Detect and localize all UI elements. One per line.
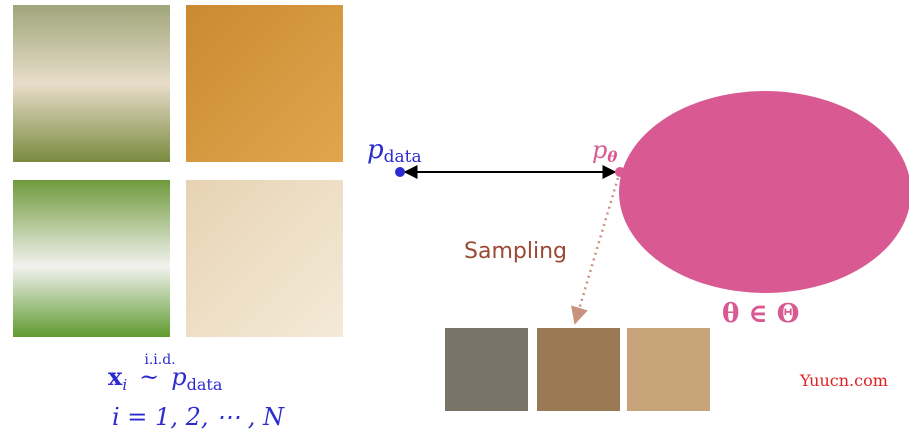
sample-photo	[537, 328, 620, 411]
caption-line2: i = 1, 2, ⋯ , N	[112, 403, 285, 431]
dog-photo	[13, 180, 170, 337]
sample-photo	[445, 328, 528, 411]
dog-photo	[13, 5, 170, 162]
caption-over: i.i.d.	[144, 352, 175, 368]
model-point	[615, 167, 625, 177]
p-theta-label: pθ	[592, 136, 617, 166]
data-point	[395, 167, 405, 177]
sample-photo	[627, 328, 710, 411]
sampling-arrow	[571, 177, 620, 325]
caption-line1: xi ~ pdata	[108, 362, 223, 394]
sampling-label: Sampling	[464, 239, 567, 264]
dog-photo	[186, 5, 343, 162]
watermark: Yuucn.com	[799, 371, 888, 390]
p-data-label: pdata	[367, 135, 422, 167]
model-space	[619, 91, 909, 293]
dog-photo	[186, 180, 343, 337]
param-space-label: θ ∈ Θ	[722, 299, 799, 329]
